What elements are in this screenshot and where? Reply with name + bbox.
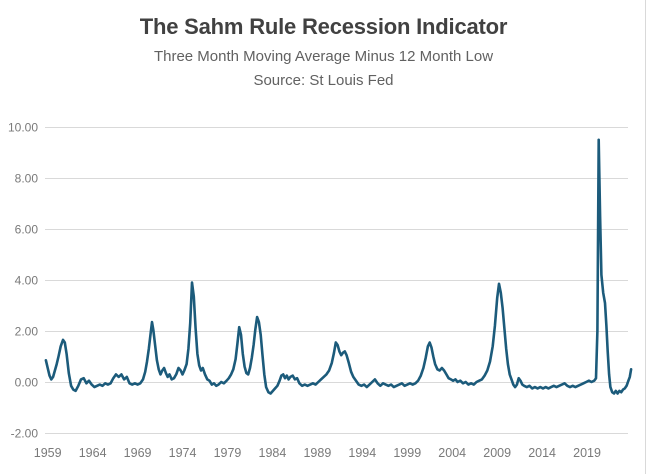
sahm-indicator-line bbox=[44, 138, 633, 395]
x-axis-tick-label: 1994 bbox=[348, 446, 376, 460]
y-axis-tick-label: 4.00 bbox=[15, 274, 39, 288]
x-axis-tick-label: 2014 bbox=[528, 446, 556, 460]
x-axis-tick-label: 1979 bbox=[214, 446, 242, 460]
y-axis-tick-label: 8.00 bbox=[15, 172, 39, 186]
x-axis-tick-label: 1974 bbox=[169, 446, 197, 460]
y-axis-tick-label: -2.00 bbox=[11, 427, 39, 441]
x-axis-tick-label: 2009 bbox=[483, 446, 511, 460]
y-axis-tick-label: 10.00 bbox=[8, 121, 38, 135]
x-axis-tick-label: 2004 bbox=[438, 446, 466, 460]
y-axis-tick-label: 2.00 bbox=[15, 325, 39, 339]
chart-subtitle: Three Month Moving Average Minus 12 Mont… bbox=[153, 48, 494, 65]
x-axis-tick-label: 1989 bbox=[303, 446, 331, 460]
x-axis-tick-label: 1969 bbox=[124, 446, 152, 460]
x-axis-tick-label: 1984 bbox=[259, 446, 287, 460]
chart-header: The Sahm Rule Recession Indicator Three … bbox=[0, 0, 647, 89]
x-axis-tick-label: 2019 bbox=[573, 446, 601, 460]
x-axis-tick-label: 1964 bbox=[79, 446, 107, 460]
right-edge-divider bbox=[645, 0, 646, 474]
x-axis-tick-label: 1959 bbox=[34, 446, 62, 460]
x-axis-tick-label: 1999 bbox=[393, 446, 421, 460]
y-axis-tick-label: 6.00 bbox=[15, 223, 39, 237]
chart-title: The Sahm Rule Recession Indicator bbox=[139, 14, 508, 39]
y-axis-tick-label: 0.00 bbox=[15, 376, 39, 390]
chart-source-caption: Source: St Louis Fed bbox=[253, 72, 394, 89]
